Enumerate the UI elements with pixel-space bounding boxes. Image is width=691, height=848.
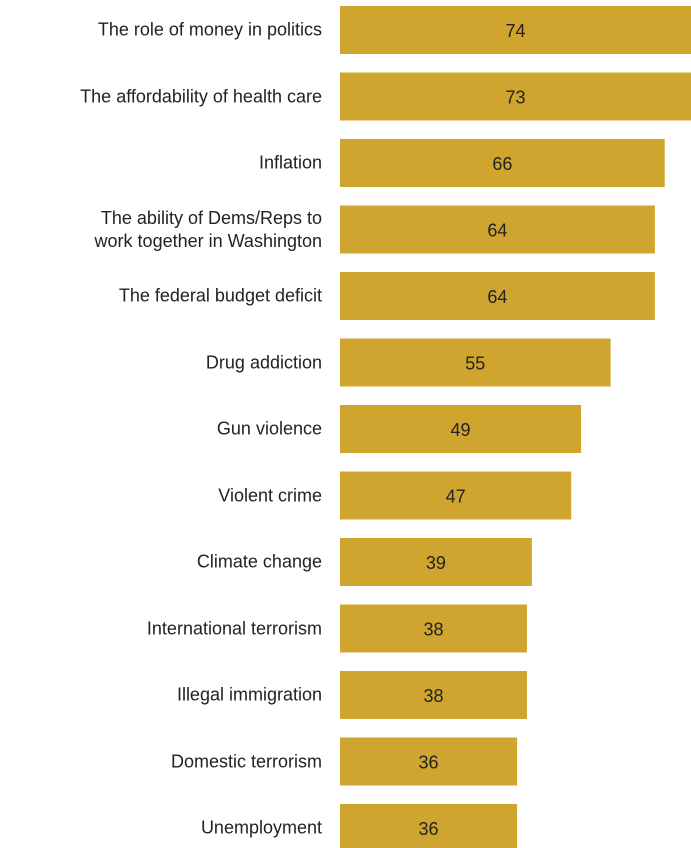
bar <box>340 538 532 586</box>
category-label: Climate change <box>196 551 322 572</box>
category-label: Drug addiction <box>205 352 322 372</box>
bar <box>340 338 611 387</box>
value-label: 64 <box>487 220 507 240</box>
bar <box>340 737 518 786</box>
value-label: 47 <box>446 486 466 506</box>
bar <box>340 72 691 121</box>
value-label: 36 <box>419 819 439 839</box>
value-label: 64 <box>487 287 507 307</box>
category-label: Violent crime <box>218 485 322 505</box>
value-label: 38 <box>423 686 443 706</box>
category-label: Inflation <box>258 152 322 173</box>
category-label: The affordability of health care <box>80 86 322 106</box>
bar <box>340 139 665 187</box>
value-label: 39 <box>426 553 446 573</box>
bar <box>340 272 655 320</box>
category-label: Unemployment <box>200 817 322 838</box>
value-label: 38 <box>423 619 443 639</box>
bar <box>340 6 691 54</box>
category-label: Domestic terrorism <box>170 751 322 771</box>
category-label: The role of money in politics <box>97 19 322 40</box>
category-label: Illegal immigration <box>176 684 322 705</box>
value-label: 36 <box>419 752 439 772</box>
bar <box>340 471 572 520</box>
bar <box>340 804 518 848</box>
category-label: Gun violence <box>216 418 322 439</box>
bar <box>340 671 527 719</box>
category-label: International terrorism <box>146 618 322 638</box>
category-label: The ability of Dems/Reps to work togethe… <box>94 207 322 251</box>
category-label: The federal budget deficit <box>118 285 322 306</box>
bar <box>340 205 655 254</box>
value-label: 66 <box>492 154 512 174</box>
value-label: 73 <box>505 87 525 107</box>
value-label: 74 <box>505 21 525 41</box>
value-label: 55 <box>465 353 485 373</box>
bar <box>340 405 582 453</box>
value-label: 49 <box>451 420 471 440</box>
bar <box>340 604 527 653</box>
